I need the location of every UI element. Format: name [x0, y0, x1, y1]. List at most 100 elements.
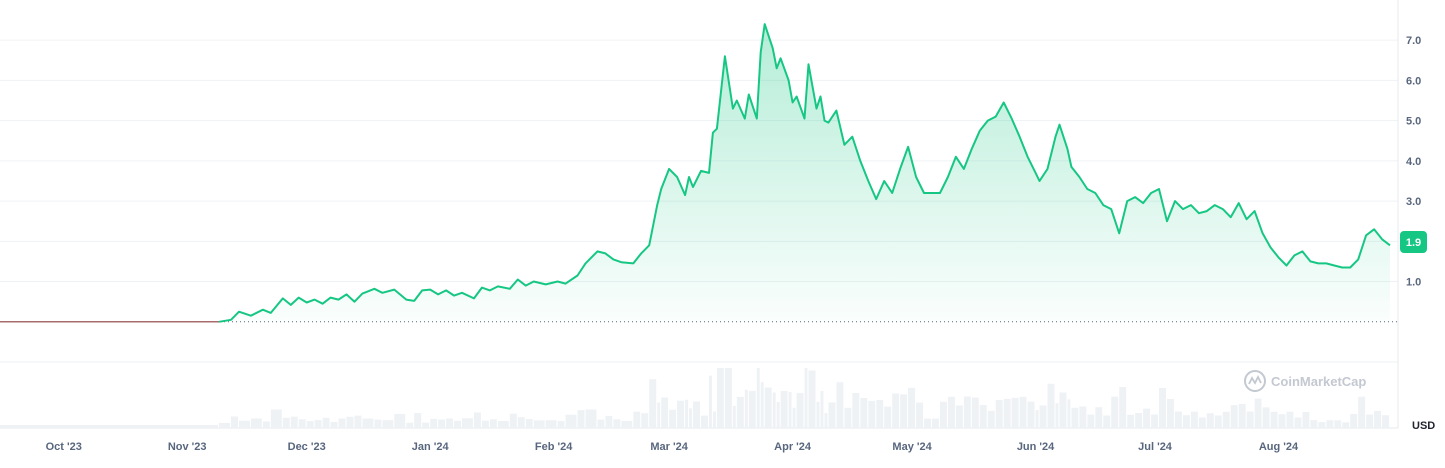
price-point [584, 262, 586, 264]
y-tick-label: 3.0 [1406, 196, 1421, 208]
price-point [1150, 192, 1152, 194]
volume-bar [557, 421, 565, 428]
volume-bar [1374, 410, 1382, 428]
price-point [1066, 148, 1068, 150]
currency-label: USD [1412, 420, 1435, 432]
volume-bar [270, 409, 282, 428]
price-point [361, 293, 363, 295]
price-point [1035, 172, 1037, 174]
volume-bar [454, 420, 462, 428]
price-point [867, 180, 869, 182]
volume-bar [1087, 414, 1095, 428]
price-point [557, 281, 559, 283]
price-point [250, 315, 252, 317]
price-point [282, 297, 284, 299]
price-point [461, 292, 463, 294]
price-point [688, 176, 690, 178]
volume-bar [884, 406, 892, 428]
volume-bar [231, 416, 238, 428]
volume-bar [1382, 415, 1390, 428]
price-point [692, 186, 694, 188]
price-point [421, 289, 423, 291]
volume-bar [995, 400, 1003, 428]
volume-bar [406, 422, 414, 428]
volume-bar [585, 409, 597, 428]
volume-bar [1270, 411, 1278, 428]
volume-bar [932, 418, 939, 428]
volume-bar [1135, 413, 1143, 428]
price-point [577, 275, 579, 277]
volume-bar [736, 396, 744, 428]
price-line [218, 23, 1391, 323]
price-point [804, 118, 806, 120]
price-point [338, 299, 340, 301]
volume-bar [0, 425, 219, 428]
volume-bar [1254, 398, 1262, 428]
price-point [322, 303, 324, 305]
volume-bar [700, 415, 708, 428]
volume-bar [414, 413, 422, 428]
price-point [1301, 250, 1303, 252]
price-point [1166, 220, 1168, 222]
volume-bar [1143, 408, 1151, 428]
price-point [1222, 208, 1224, 210]
x-tick-label: Nov '23 [168, 441, 207, 453]
price-point [947, 176, 949, 178]
volume-bar [1055, 403, 1059, 428]
volume-bar [545, 420, 557, 428]
volume-bar [1318, 422, 1326, 428]
price-point [668, 168, 670, 170]
volume-bar [724, 368, 732, 428]
volume-bar [1262, 407, 1270, 428]
price-point [1054, 136, 1056, 138]
volume-bar [1350, 413, 1358, 428]
volume-bar [1334, 420, 1342, 428]
volume-bar [238, 420, 250, 428]
volume-bar [509, 413, 517, 428]
price-point [1230, 216, 1232, 218]
price-point [1102, 204, 1104, 206]
volume-bar [685, 399, 689, 428]
volume-bar [517, 417, 525, 428]
price-point [445, 289, 447, 291]
price-point [1317, 262, 1319, 264]
volume-bar [250, 418, 262, 428]
price-point [1389, 244, 1391, 246]
price-point [373, 288, 375, 290]
price-point [1349, 266, 1351, 268]
price-point [346, 293, 348, 295]
volume-bar [1151, 414, 1159, 428]
volume-bar [621, 420, 633, 428]
price-point [1190, 204, 1192, 206]
volume-bar [677, 400, 685, 428]
price-point [1357, 258, 1359, 260]
price-point [931, 192, 933, 194]
x-tick-label: Dec '23 [288, 441, 326, 453]
price-point [620, 261, 622, 263]
volume-bar [394, 413, 406, 428]
price-point [760, 51, 762, 53]
price-point [497, 285, 499, 287]
volume-bar [716, 368, 724, 428]
price-point [827, 122, 829, 124]
price-point [815, 108, 817, 110]
volume-bar [597, 419, 605, 428]
price-point [744, 118, 746, 120]
price-point [1003, 102, 1005, 104]
volume-bar [1310, 420, 1318, 428]
price-point [1078, 176, 1080, 178]
volume-bar [633, 411, 641, 428]
volume-bar [1358, 396, 1366, 428]
volume-bar [641, 413, 649, 428]
volume-bar [860, 398, 868, 428]
x-tick-label: Feb '24 [535, 441, 573, 453]
price-point [712, 132, 714, 134]
price-point [1142, 202, 1144, 204]
price-point [835, 110, 837, 112]
price-point [823, 120, 825, 122]
volume-bar [657, 402, 661, 428]
price-point [859, 160, 861, 162]
